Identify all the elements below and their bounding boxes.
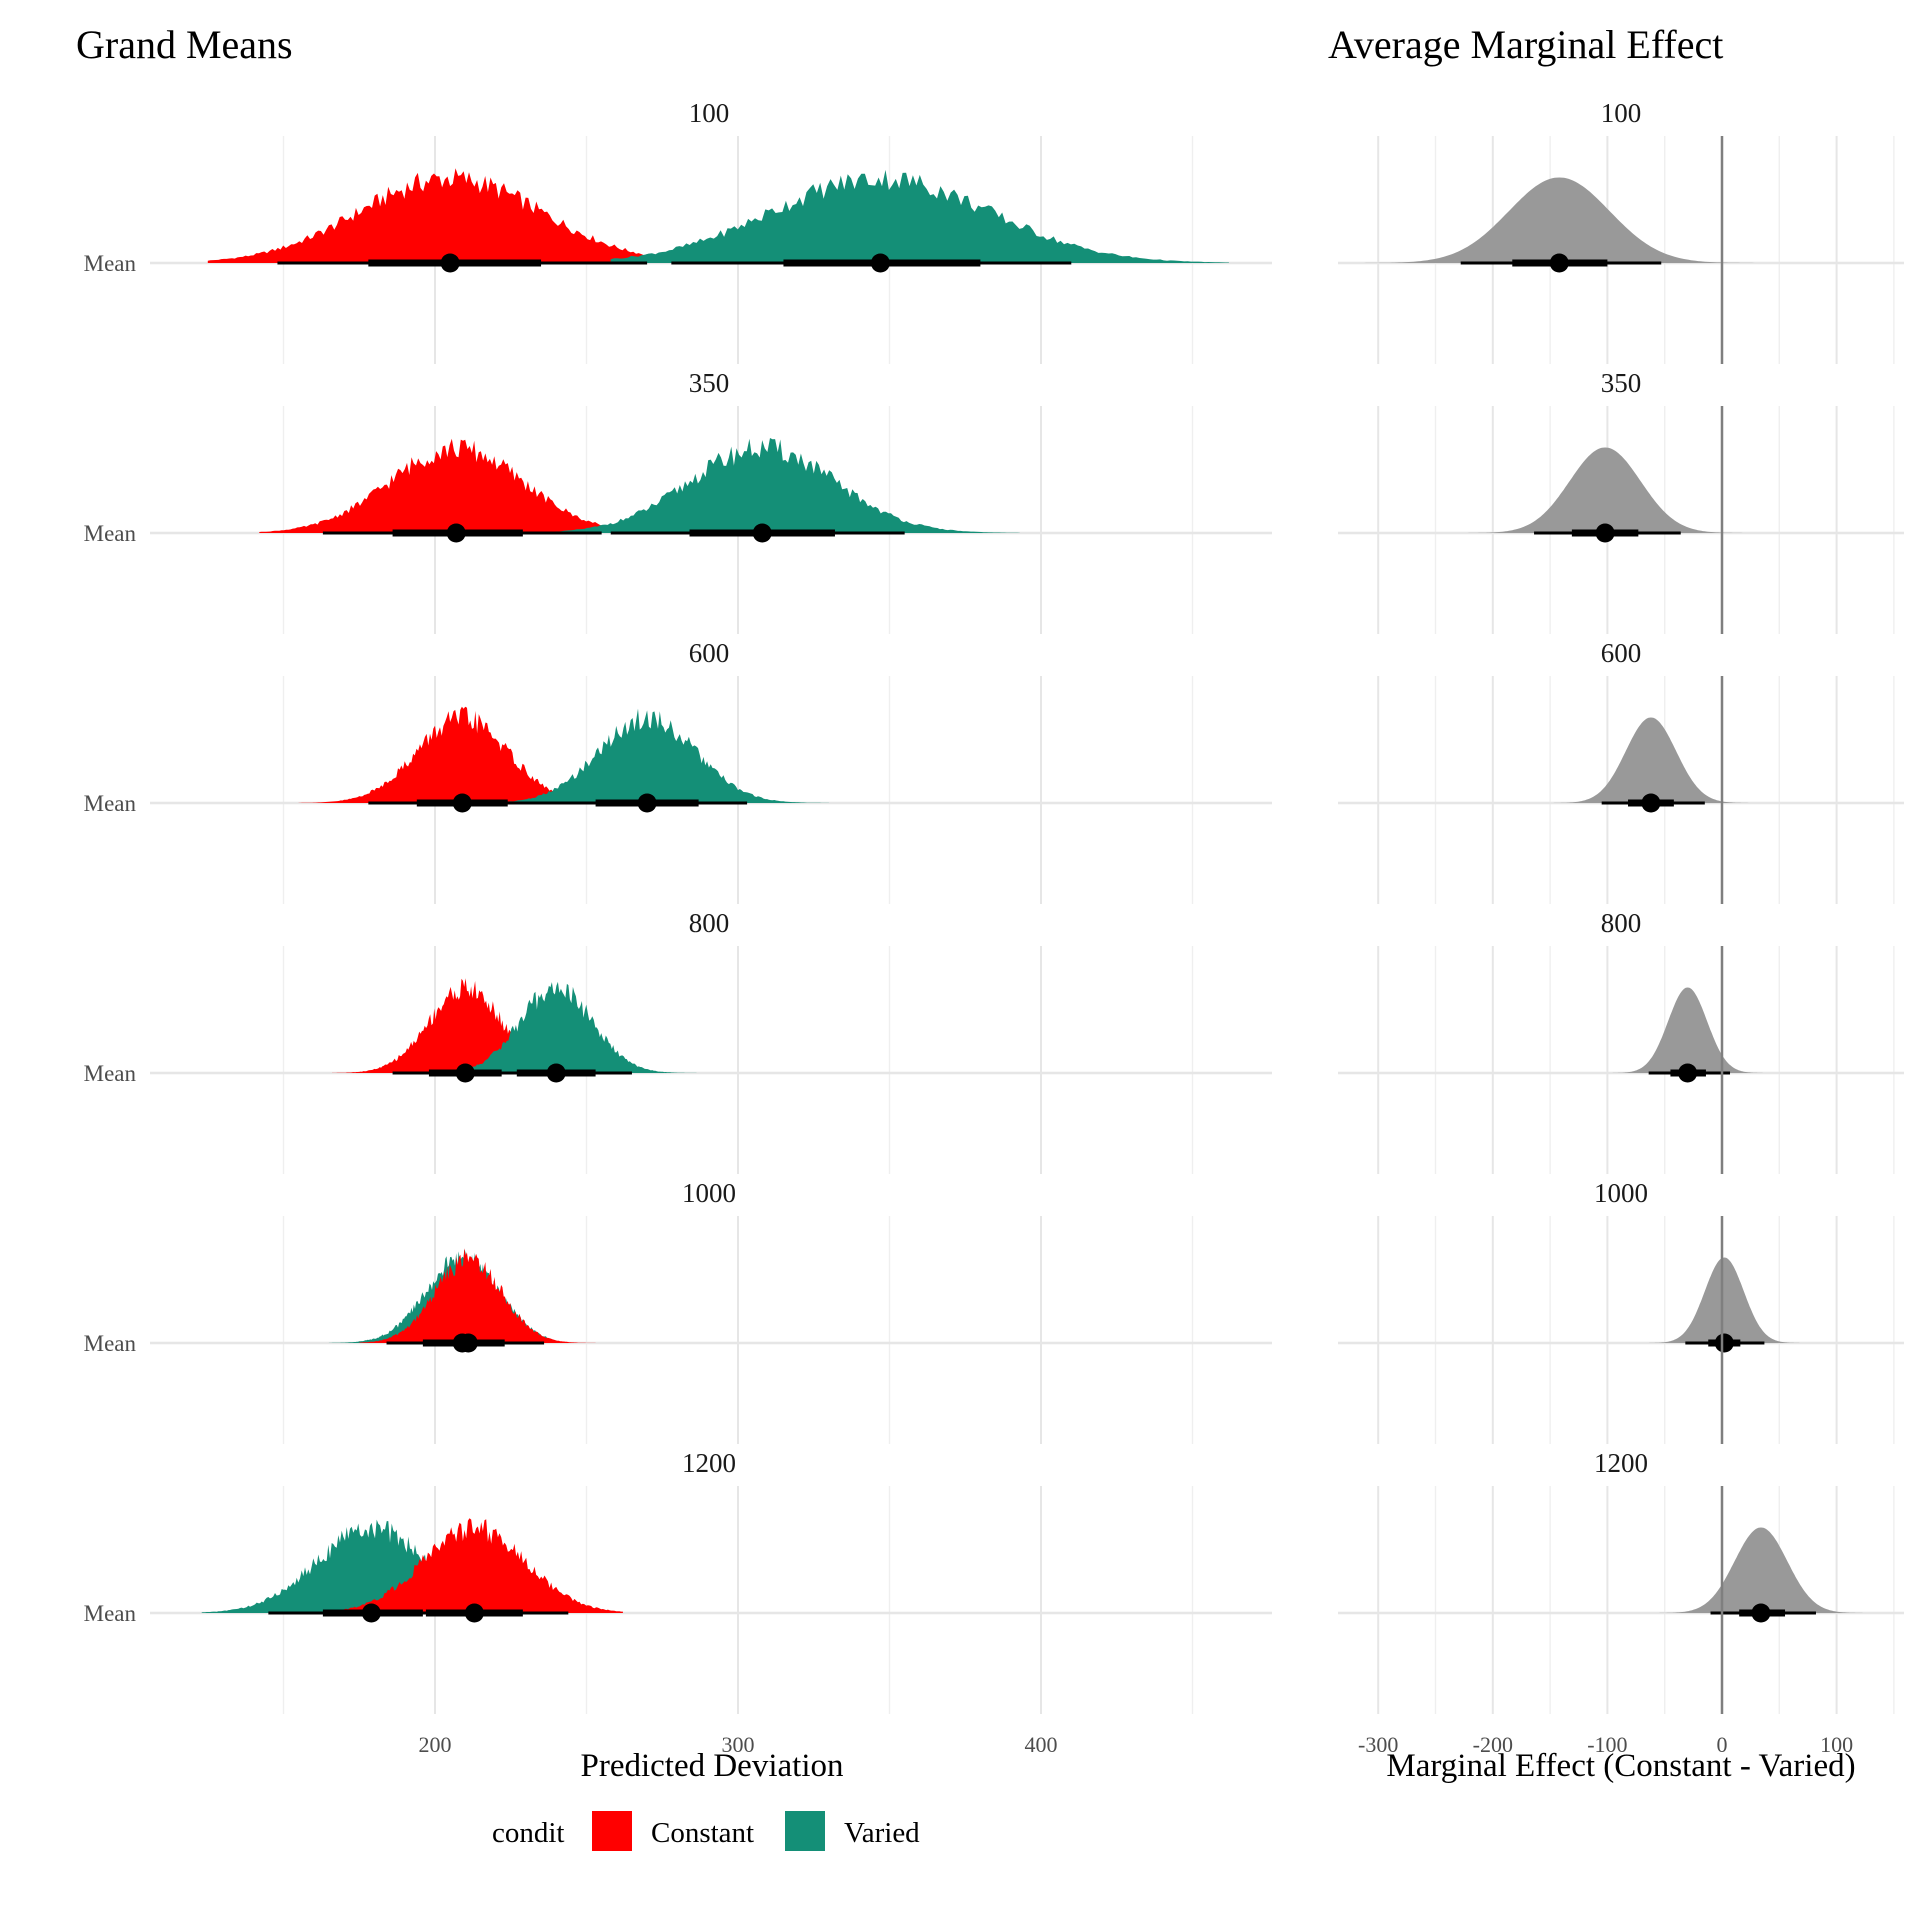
left-y-labels: Mean Mean Mean Mean Mean Mean <box>84 251 137 1626</box>
left-x-tick-label: 400 <box>1025 1732 1058 1757</box>
left-facet-label: 1000 <box>682 1178 736 1208</box>
right-x-tick-labels: -300 -200 -100 0 100 <box>1358 1732 1853 1757</box>
density-constant <box>207 168 693 263</box>
left-x-tick-label: 200 <box>419 1732 452 1757</box>
median-point-constant <box>446 523 466 543</box>
legend-title: condit <box>492 1817 565 1849</box>
median-point-varied <box>546 1063 566 1083</box>
left-facet-label: 100 <box>689 98 730 128</box>
effect-density <box>1545 717 1757 803</box>
legend-swatch-varied <box>785 1811 825 1851</box>
right-x-axis-title: Marginal Effect (Constant - Varied) <box>1386 1748 1855 1784</box>
right-density-marks <box>1347 136 1872 1714</box>
left-y-tick-label: Mean <box>84 521 137 546</box>
left-y-tick-label: Mean <box>84 251 137 276</box>
left-chart-title: Grand Means <box>76 22 293 67</box>
right-facet-label: 600 <box>1601 638 1642 668</box>
right-x-tick-label: 0 <box>1717 1732 1728 1757</box>
left-facet-label: 350 <box>689 368 730 398</box>
effect-median-point <box>1549 253 1569 273</box>
legend-label-constant: Constant <box>651 1817 754 1849</box>
effect-density <box>1642 1257 1807 1343</box>
density-constant <box>322 1518 623 1613</box>
right-facet-label: 1000 <box>1594 1178 1648 1208</box>
left-facet-label: 600 <box>689 638 730 668</box>
right-facet-label: 350 <box>1601 368 1642 398</box>
median-point-varied <box>361 1603 381 1623</box>
effect-density <box>1455 447 1755 533</box>
left-facet-label: 800 <box>689 908 730 938</box>
effect-median-point <box>1641 793 1661 813</box>
right-chart-title: Average Marginal Effect <box>1328 22 1723 67</box>
median-point-constant <box>464 1603 484 1623</box>
left-x-tick-labels: 200 300 400 <box>419 1732 1058 1757</box>
left-facet-strips: 100 350 600 800 1000 1200 <box>682 98 736 1478</box>
density-constant <box>359 1248 596 1343</box>
median-point-varied <box>637 793 657 813</box>
left-y-tick-label: Mean <box>84 1061 137 1086</box>
left-facet-label: 1200 <box>682 1448 736 1478</box>
median-point-constant <box>440 253 460 273</box>
legend: condit Constant Varied <box>492 1811 920 1851</box>
right-facet-label: 800 <box>1601 908 1642 938</box>
right-facet-strips: 100 350 600 800 1000 1200 <box>1594 98 1648 1478</box>
median-point-constant <box>455 1063 475 1083</box>
left-y-tick-label: Mean <box>84 791 137 816</box>
right-facet-label: 1200 <box>1594 1448 1648 1478</box>
effect-median-point <box>1714 1333 1734 1353</box>
right-x-tick-label: 100 <box>1820 1732 1853 1757</box>
right-panel: 100 350 600 800 1000 1200 -300 -200 -100 0 100 <box>1338 98 1904 1757</box>
left-density-marks <box>201 168 1229 1623</box>
effect-median-point <box>1595 523 1615 543</box>
effect-median-point <box>1678 1063 1698 1083</box>
median-point-varied <box>870 253 890 273</box>
right-x-tick-label: -300 <box>1358 1732 1398 1757</box>
legend-label-varied: Varied <box>844 1817 920 1849</box>
effect-median-point <box>1751 1603 1771 1623</box>
density-varied <box>556 438 1020 533</box>
density-varied <box>610 169 1229 263</box>
effect-density <box>1605 987 1770 1073</box>
density-varied <box>501 708 829 803</box>
effect-density <box>1650 1527 1872 1613</box>
right-x-tick-label: -100 <box>1587 1732 1627 1757</box>
median-point-varied <box>752 523 772 543</box>
left-x-axis-title: Predicted Deviation <box>580 1748 843 1784</box>
density-constant <box>298 706 602 803</box>
left-x-tick-label: 300 <box>722 1732 755 1757</box>
legend-swatch-constant <box>592 1811 632 1851</box>
right-x-tick-label: -200 <box>1473 1732 1513 1757</box>
density-constant <box>259 438 663 533</box>
effect-density <box>1347 177 1771 263</box>
median-point-constant <box>458 1333 478 1353</box>
left-y-tick-label: Mean <box>84 1601 137 1626</box>
density-varied <box>438 981 708 1073</box>
right-facet-label: 100 <box>1601 98 1642 128</box>
left-y-tick-label: Mean <box>84 1331 137 1356</box>
median-point-constant <box>452 793 472 813</box>
